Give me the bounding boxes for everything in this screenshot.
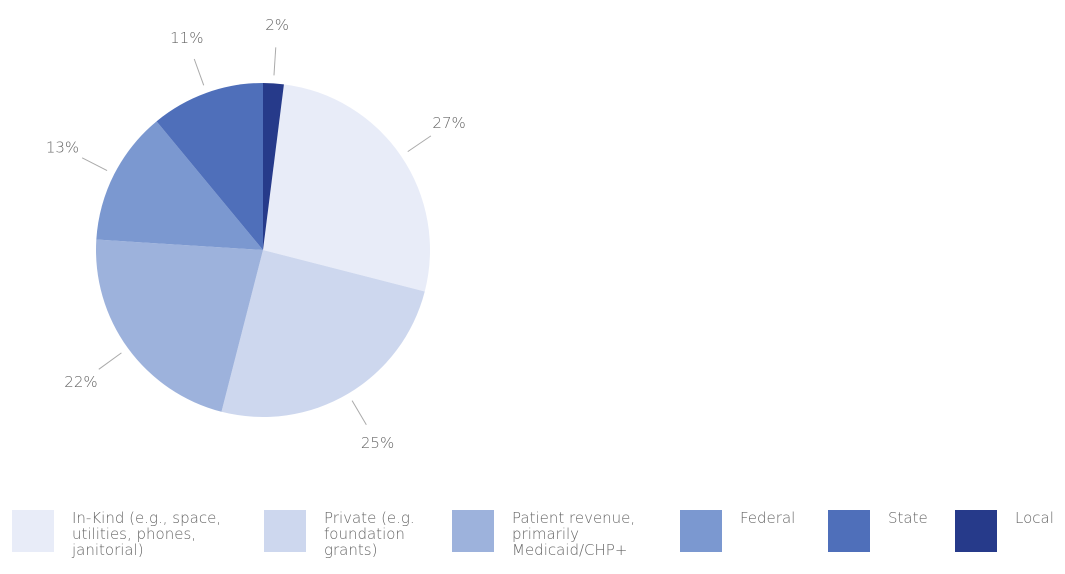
legend-item: Patient revenue, primarily Medicaid/CHP+ (452, 510, 642, 558)
legend-label: State (888, 509, 928, 527)
legend-item: State (828, 510, 958, 552)
legend-swatch (680, 510, 722, 552)
leader-line (407, 135, 432, 153)
data-label: 11% (170, 29, 203, 47)
leader-line (98, 352, 122, 370)
legend-swatch (12, 510, 54, 552)
legend-label: In-Kind (e.g., space, utilities, phones,… (72, 509, 222, 559)
pie-slice (263, 84, 431, 292)
legend-item: In-Kind (e.g., space, utilities, phones,… (12, 510, 222, 558)
pie-slice (95, 239, 263, 412)
legend-label: Private (e.g. foundation grants) (324, 509, 415, 559)
leader-line (193, 58, 205, 86)
legend-swatch (452, 510, 494, 552)
legend-item: Private (e.g. foundation grants) (264, 510, 424, 558)
pie-slice (221, 250, 425, 417)
data-label: 25% (361, 434, 394, 452)
leader-line (81, 157, 108, 171)
data-label: 22% (64, 373, 97, 391)
legend-swatch (828, 510, 870, 552)
legend-label: Local (1015, 509, 1054, 527)
legend-label: Federal (740, 509, 796, 527)
pie-slice (263, 83, 284, 250)
data-label: 2% (265, 16, 289, 34)
data-label: 13% (46, 138, 79, 156)
legend: In-Kind (e.g., space, utilities, phones,… (0, 510, 1065, 574)
legend-item: Federal (680, 510, 810, 552)
data-label: 27% (432, 114, 465, 132)
legend-swatch (955, 510, 997, 552)
pie-slice (96, 121, 264, 251)
legend-label: Patient revenue, primarily Medicaid/CHP+ (512, 509, 636, 559)
leader-line (273, 47, 277, 76)
legend-swatch (264, 510, 306, 552)
pie-area: 27% 25% 22% 13% 11% 2% (46, 16, 466, 452)
pie-slice (156, 83, 263, 250)
legend-item: Local (955, 510, 1065, 552)
leader-line (351, 400, 367, 425)
